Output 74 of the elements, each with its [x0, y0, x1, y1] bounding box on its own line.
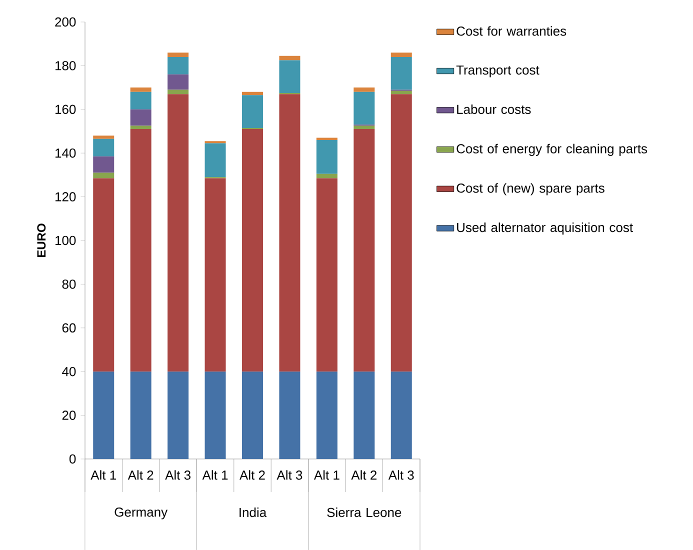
- y-tick-label: 160: [56, 104, 76, 114]
- bar: [242, 128, 263, 372]
- bar: [316, 178, 338, 372]
- bar: [242, 371, 263, 459]
- bar: [130, 126, 152, 129]
- text: Germany: [114, 507, 168, 520]
- x-tick-label: Alt 2: [128, 470, 154, 480]
- bar: [168, 94, 189, 372]
- bar: [93, 156, 114, 173]
- bar: [279, 56, 300, 60]
- bar: [316, 174, 338, 178]
- legend-label: Cost of (new) spare parts: [456, 183, 604, 196]
- bar: [93, 172, 114, 178]
- bar: [390, 371, 412, 459]
- x-tick-label: Alt 1: [202, 470, 228, 480]
- bar: [279, 94, 300, 372]
- bar: [204, 178, 226, 372]
- legend-label: Cost of energy for cleaning parts: [456, 144, 648, 156]
- bar: [316, 140, 338, 174]
- bar: [204, 143, 226, 178]
- x-tick-label: Alt 3: [388, 470, 414, 480]
- bar: [279, 371, 300, 459]
- legend-label: Used alternator aquisition cost: [457, 222, 633, 235]
- legend-label: Labour costs: [457, 104, 531, 114]
- bar: [390, 52, 412, 57]
- bar: [130, 371, 152, 459]
- y-tick-label: 180: [56, 60, 76, 70]
- y-tick-label: 120: [56, 192, 76, 202]
- bar: [242, 95, 263, 128]
- bar: [168, 371, 189, 459]
- bar: [242, 92, 263, 96]
- text: Sierra Leone: [327, 507, 402, 517]
- x-tick-label: Alt 1: [90, 470, 116, 480]
- bar: [130, 128, 152, 372]
- bar: [354, 87, 375, 92]
- bar: [316, 371, 338, 459]
- y-tick-label: 20: [62, 410, 76, 420]
- x-tick-label: Alt 2: [240, 470, 265, 480]
- x-tick-label: Alt 1: [314, 470, 340, 480]
- bar: [390, 94, 412, 372]
- bar: [204, 371, 226, 459]
- legend-label: Transport cost: [456, 65, 540, 78]
- bar: [168, 90, 189, 94]
- bar: [168, 52, 189, 57]
- x-tick-label: Alt 2: [351, 470, 376, 480]
- bar: [390, 90, 412, 94]
- legend-label: Cost for warranties: [456, 26, 566, 36]
- y-axis-title: EURO: [37, 224, 46, 257]
- bar: [168, 74, 189, 90]
- bar: [130, 109, 152, 126]
- y-tick-label: 80: [62, 279, 76, 289]
- bar: [168, 56, 189, 74]
- bar: [93, 371, 114, 459]
- bar: [279, 60, 300, 93]
- x-tick-label: Alt 3: [165, 470, 190, 480]
- bar: [354, 371, 375, 459]
- bar: [93, 178, 114, 372]
- bar: [354, 92, 375, 125]
- x-tick-label: Alt 3: [276, 470, 302, 480]
- y-tick-label: 100: [56, 236, 76, 245]
- bar: [354, 128, 375, 372]
- y-tick-label: 140: [56, 148, 76, 158]
- text: India: [240, 507, 267, 517]
- bar: [93, 138, 114, 156]
- y-tick-label: 40: [62, 366, 76, 376]
- y-tick-label: 60: [62, 323, 76, 332]
- y-tick-label: 200: [55, 17, 76, 26]
- bar: [390, 56, 412, 90]
- bar: [354, 126, 375, 129]
- bar: [130, 92, 152, 110]
- bar: [93, 136, 114, 139]
- bar: [130, 87, 152, 92]
- bar: [204, 140, 226, 144]
- y-tick-label: 0: [69, 454, 76, 464]
